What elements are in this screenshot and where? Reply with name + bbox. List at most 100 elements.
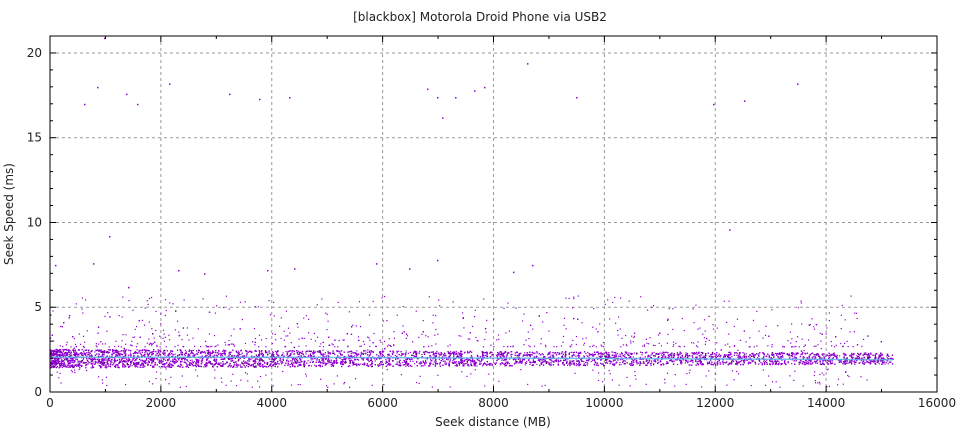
band-point xyxy=(358,359,359,360)
band-point xyxy=(115,352,116,353)
band-point xyxy=(780,363,781,364)
band-point xyxy=(813,356,814,357)
band-point xyxy=(762,363,763,364)
band-point xyxy=(486,332,487,333)
band-point xyxy=(63,361,64,362)
band-point xyxy=(633,356,634,357)
band-point xyxy=(177,350,178,351)
band-point xyxy=(233,329,234,330)
band-point xyxy=(142,350,143,351)
band-point xyxy=(406,350,407,351)
band-point xyxy=(210,355,211,356)
band-point xyxy=(624,360,625,361)
band-point xyxy=(282,352,283,353)
band-point xyxy=(64,366,65,367)
band-point xyxy=(562,351,563,352)
band-point xyxy=(259,365,260,366)
band-point xyxy=(70,350,71,351)
band-point xyxy=(688,360,689,361)
band-point xyxy=(775,353,776,354)
band-point xyxy=(725,356,726,357)
band-point xyxy=(223,363,224,364)
band-point xyxy=(331,366,332,367)
band-point xyxy=(285,351,286,352)
band-point xyxy=(50,349,51,350)
band-point xyxy=(425,360,426,361)
band-point xyxy=(426,351,427,352)
band-point xyxy=(576,363,577,364)
band-point xyxy=(773,355,774,356)
band-point xyxy=(804,350,805,351)
band-point xyxy=(705,330,706,331)
band-point xyxy=(512,365,513,366)
band-point xyxy=(411,366,412,367)
band-point xyxy=(131,365,132,366)
band-point xyxy=(583,361,584,362)
band-point xyxy=(529,364,530,365)
band-point xyxy=(684,357,685,358)
band-point xyxy=(867,355,868,356)
band-point xyxy=(400,365,401,366)
band-point xyxy=(742,352,743,353)
band-point xyxy=(145,363,146,364)
band-point xyxy=(410,352,411,353)
band-point xyxy=(746,353,747,354)
band-point xyxy=(203,366,204,367)
band-point xyxy=(725,362,726,363)
band-point xyxy=(134,360,135,361)
band-point xyxy=(791,363,792,364)
band-point xyxy=(853,357,854,358)
band-point xyxy=(731,356,732,357)
band-point xyxy=(162,361,163,362)
band-point xyxy=(505,362,506,363)
band-point xyxy=(352,360,353,361)
band-point xyxy=(434,355,435,356)
band-point xyxy=(292,360,293,361)
band-point xyxy=(439,359,440,360)
band-point xyxy=(757,357,758,358)
band-point xyxy=(97,363,98,364)
band-point xyxy=(697,363,698,364)
band-point xyxy=(379,363,380,364)
band-point xyxy=(888,363,889,364)
band-point xyxy=(315,340,316,341)
band-point xyxy=(535,361,536,362)
band-point xyxy=(316,360,317,361)
band-point xyxy=(677,364,678,365)
band-point xyxy=(128,361,129,362)
band-point xyxy=(121,340,122,341)
band-point xyxy=(238,351,239,352)
band-point xyxy=(589,355,590,356)
band-point xyxy=(592,360,593,361)
band-point xyxy=(523,356,524,357)
band-point xyxy=(236,363,237,364)
band-point xyxy=(677,352,678,353)
band-point xyxy=(832,360,833,361)
band-point xyxy=(617,359,618,360)
band-point xyxy=(554,360,555,361)
band-point xyxy=(887,357,888,358)
band-point xyxy=(244,362,245,363)
band-point xyxy=(474,316,475,317)
band-point xyxy=(257,364,258,365)
band-point xyxy=(484,362,485,363)
band-point xyxy=(594,364,595,365)
band-point xyxy=(737,353,738,354)
band-point xyxy=(584,363,585,364)
band-point xyxy=(452,360,453,361)
band-point xyxy=(230,366,231,367)
band-point xyxy=(585,353,586,354)
band-point xyxy=(647,356,648,357)
band-point xyxy=(710,360,711,361)
band-point xyxy=(419,351,420,352)
band-point xyxy=(397,362,398,363)
band-point xyxy=(246,354,247,355)
band-point xyxy=(157,359,158,360)
band-point xyxy=(858,356,859,357)
band-point xyxy=(294,351,295,352)
band-point xyxy=(650,357,651,358)
band-point xyxy=(681,353,682,354)
band-point xyxy=(518,362,519,363)
band-point xyxy=(572,356,573,357)
